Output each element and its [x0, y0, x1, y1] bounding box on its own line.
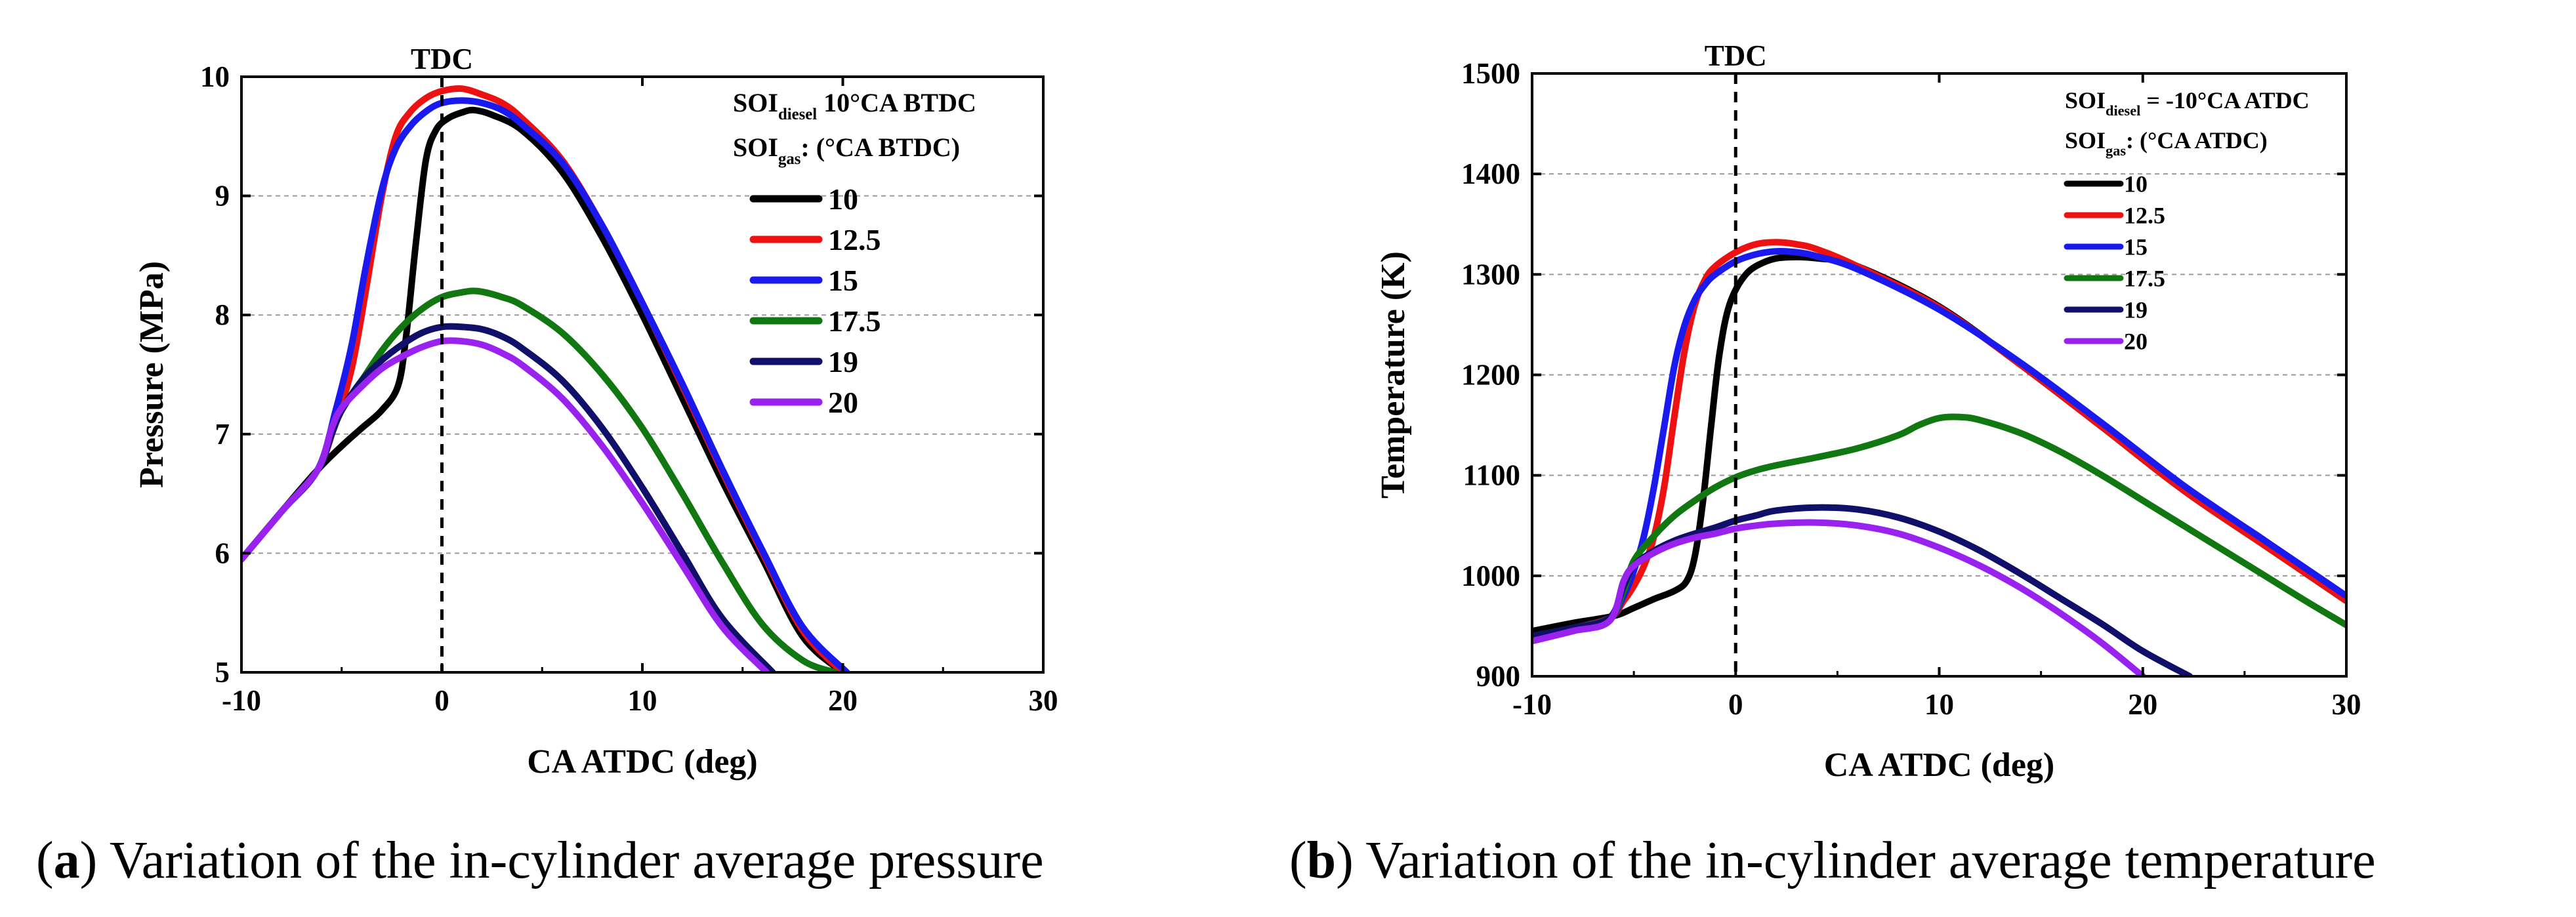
- x-tick-label: 0: [1728, 688, 1743, 721]
- tdc-label: TDC: [1705, 39, 1767, 72]
- legend-header-2: SOIgas: (°CA ATDC): [2065, 127, 2268, 159]
- y-axis-label: Temperature (K): [1375, 251, 1412, 499]
- temperature-chart: TDC -10 0 10 20 30 900 1000 1100 1200 1300 1400 15…: [1375, 39, 2361, 784]
- y-tick-label: 6: [215, 537, 230, 569]
- legend-label-20: 20: [2124, 329, 2148, 355]
- x-tick-labels: -10 0 10 20 30: [1512, 688, 2361, 721]
- caption-b-letter: b: [1307, 832, 1337, 889]
- y-tick-label: 1400: [1461, 157, 1520, 190]
- legend-header-main: SOI: [733, 88, 778, 117]
- series-lines: [241, 85, 850, 672]
- legend-header-rest: 10°CA BTDC: [817, 88, 976, 117]
- pressure-chart: TDC -10 0 10 20 30 5 6 7 8 9 10 CA ATDC (deg) Pre…: [133, 43, 1058, 781]
- series-line-20: [1532, 519, 2146, 676]
- legend-label-10: 10: [828, 182, 858, 216]
- legend-header-main: SOI: [733, 132, 778, 162]
- tick-marks: [240, 75, 1045, 674]
- x-tick-labels: -10 0 10 20 30: [222, 684, 1058, 717]
- legend-header-1: SOIdiesel 10°CA BTDC: [733, 88, 976, 123]
- y-tick-label: 7: [215, 418, 230, 451]
- y-tick-label: 8: [215, 298, 230, 331]
- x-tick-label: 0: [434, 684, 449, 717]
- legend-label-10: 10: [2124, 171, 2148, 197]
- legend-header-1: SOIdiesel = -10°CA ATDC: [2065, 87, 2310, 119]
- legend-header-2: SOIgas: (°CA BTDC): [733, 132, 960, 168]
- legend-header-main: SOI: [2065, 127, 2106, 153]
- legend-label-17.5: 17.5: [828, 304, 881, 338]
- caption-a-letter: a: [54, 832, 80, 889]
- plot-frame: [240, 75, 1045, 674]
- series-line-12.5: [1532, 239, 2346, 640]
- legend-label-19: 19: [828, 345, 858, 378]
- y-tick-label: 1000: [1461, 560, 1520, 592]
- legend-label-12.5: 12.5: [2124, 203, 2165, 229]
- caption-a-text: ) Variation of the in-cylinder average p…: [80, 832, 1044, 889]
- series-line-10: [241, 106, 846, 672]
- y-tick-label: 1100: [1463, 459, 1520, 492]
- x-axis-label: CA ATDC (deg): [527, 743, 757, 781]
- legend-label-15: 15: [2124, 234, 2148, 260]
- y-tick-label: 1300: [1461, 258, 1520, 291]
- y-axis-label: Pressure (MPa): [133, 261, 171, 488]
- legend-header-rest: = -10°CA ATDC: [2140, 87, 2309, 113]
- series-line-19: [241, 323, 776, 672]
- series-line-20: [241, 337, 770, 672]
- legend-label-20: 20: [828, 386, 858, 419]
- x-tick-label: -10: [1512, 688, 1552, 721]
- legend-header-rest: : (°CA BTDC): [800, 132, 960, 162]
- legend-label-15: 15: [828, 264, 858, 297]
- x-tick-label: -10: [222, 684, 261, 717]
- x-tick-label: 20: [2128, 688, 2157, 721]
- tdc-label: TDC: [411, 43, 473, 75]
- legend-label-12.5: 12.5: [828, 223, 881, 256]
- legend-header-main: SOI: [2065, 87, 2106, 113]
- legend-header-sub: gas: [2106, 142, 2126, 159]
- series-line-15: [1532, 247, 2346, 640]
- caption-a: (a) Variation of the in-cylinder average…: [36, 832, 1044, 889]
- y-tick-labels: 900 1000 1100 1200 1300 1400 1500: [1461, 57, 1520, 693]
- y-tick-labels: 5 6 7 8 9 10: [200, 60, 230, 689]
- series-line-17.5: [241, 287, 839, 672]
- series-lines: [1532, 239, 2346, 676]
- x-tick-label: 30: [2332, 688, 2361, 721]
- x-tick-label: 10: [1924, 688, 1954, 721]
- legend-label-19: 19: [2124, 297, 2148, 323]
- y-tick-label: 1200: [1461, 359, 1520, 392]
- y-tick-label: 1500: [1461, 57, 1520, 90]
- legend-header-sub: diesel: [778, 106, 817, 123]
- legend-header-rest: : (°CA ATDC): [2126, 127, 2268, 153]
- y-tick-label: 9: [215, 180, 230, 213]
- x-tick-label: 20: [828, 684, 858, 717]
- legend-header-sub: gas: [778, 150, 801, 168]
- tick-marks: [1531, 72, 2348, 678]
- x-tick-label: 30: [1029, 684, 1058, 717]
- y-tick-label: 10: [200, 60, 230, 93]
- y-tick-label: 900: [1476, 660, 1521, 693]
- x-axis-label: CA ATDC (deg): [1824, 746, 2054, 784]
- series-line-17.5: [1532, 413, 2346, 640]
- legend-label-17.5: 17.5: [2124, 266, 2165, 292]
- y-tick-label: 5: [215, 656, 230, 689]
- series-line-15: [241, 97, 850, 672]
- caption-b-text: ) Variation of the in-cylinder average t…: [1336, 832, 2375, 889]
- caption-b: (b) Variation of the in-cylinder average…: [1289, 832, 2376, 889]
- legend-header-sub: diesel: [2106, 102, 2140, 119]
- x-tick-label: 10: [628, 684, 657, 717]
